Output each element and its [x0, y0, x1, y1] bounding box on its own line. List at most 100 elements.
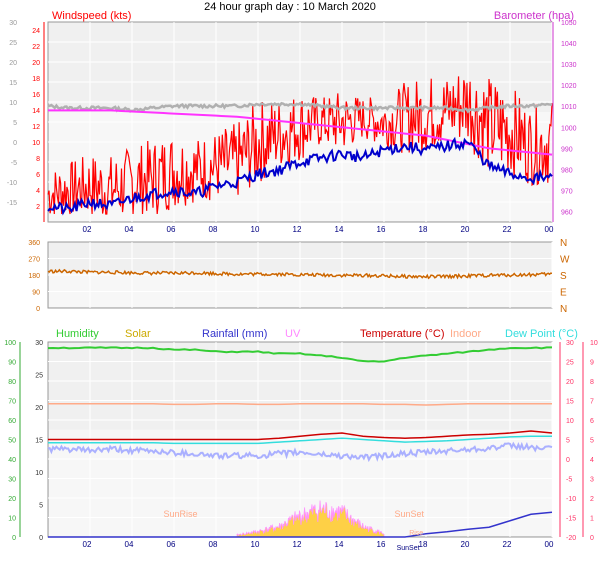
- left-tick-label: 30: [35, 340, 43, 347]
- x-tick-label: 18: [419, 540, 428, 549]
- wind-tick-label: 16: [32, 92, 40, 99]
- uv-tick-label: 2: [590, 496, 594, 503]
- gray-tick-label: -10: [7, 180, 17, 187]
- uv-tick-label: 5: [590, 438, 594, 445]
- baro-tick-label: 1050: [561, 20, 577, 27]
- x-tick-label: 04: [125, 225, 134, 234]
- x-tick-label: 20: [461, 225, 470, 234]
- uv-tick-label: 10: [590, 340, 598, 347]
- gray-tick-label: 0: [13, 140, 17, 147]
- x-tick-label: 08: [209, 540, 218, 549]
- temp-tick-label: -5: [566, 477, 572, 484]
- sunrise-label: SunRise: [164, 509, 198, 519]
- wind-tick-label: 14: [32, 108, 40, 115]
- wind-tick-label: 6: [36, 172, 40, 179]
- humidity-tick-label: 90: [8, 360, 16, 367]
- sunset-label-2: SunSet: [397, 545, 420, 552]
- gray-tick-label: -5: [11, 160, 17, 167]
- x-tick-label: 18: [419, 225, 428, 234]
- x-tick-label: 12: [293, 225, 302, 234]
- humidity-tick-label: 70: [8, 399, 16, 406]
- average-wind-line: [47, 136, 553, 216]
- legend-item: Temperature (°C): [360, 328, 444, 340]
- uv-tick-label: 6: [590, 418, 594, 425]
- legend-item: Humidity: [56, 328, 99, 340]
- compass-label: W: [560, 255, 570, 266]
- legend-item: Dew Point (°C): [505, 328, 578, 340]
- humidity-tick-label: 20: [8, 496, 16, 503]
- left-tick-label: 10: [35, 470, 43, 477]
- wind-tick-label: 18: [32, 76, 40, 83]
- wind-tick-label: 20: [32, 60, 40, 67]
- x-tick-label: 10: [251, 225, 260, 234]
- humidity-tick-label: 40: [8, 457, 16, 464]
- x-tick-label: 08: [209, 225, 218, 234]
- x-tick-label: 14: [335, 540, 344, 549]
- direction-tick-label: 180: [28, 273, 40, 280]
- left-tick-label: 0: [39, 535, 43, 542]
- chart-title: 24 hour graph day : 10 March 2020: [204, 1, 376, 13]
- x-tick-label: 06: [167, 225, 176, 234]
- temp-tick-label: -10: [566, 496, 576, 503]
- gray-tick-label: 30: [9, 20, 17, 27]
- x-tick-label: 20: [461, 540, 470, 549]
- x-tick-label: 00: [545, 540, 554, 549]
- baro-tick-label: 1000: [561, 125, 577, 132]
- baro-tick-label: 980: [561, 167, 573, 174]
- x-tick-label: 22: [503, 540, 512, 549]
- x-tick-label: 16: [377, 225, 386, 234]
- uv-tick-label: 3: [590, 477, 594, 484]
- compass-label: N: [560, 238, 567, 249]
- wind-tick-label: 22: [32, 44, 40, 51]
- humidity-tick-label: 0: [12, 535, 16, 542]
- x-tick-label: 10: [251, 540, 260, 549]
- uv-tick-label: 9: [590, 360, 594, 367]
- humidity-tick-label: 30: [8, 477, 16, 484]
- temp-tick-label: 30: [566, 340, 574, 347]
- gray-tick-label: 25: [9, 40, 17, 47]
- x-tick-label: 14: [335, 225, 344, 234]
- direction-tick-label: 0: [36, 306, 40, 313]
- legend-item: Solar: [125, 328, 151, 340]
- uv-tick-label: 8: [590, 379, 594, 386]
- gray-tick-label: 10: [9, 100, 17, 107]
- x-tick-label: 22: [503, 225, 512, 234]
- temp-tick-label: 0: [566, 457, 570, 464]
- baro-tick-label: 1030: [561, 62, 577, 69]
- wind-tick-label: 10: [32, 140, 40, 147]
- left-tick-label: 15: [35, 438, 43, 445]
- baro-tick-label: 960: [561, 209, 573, 216]
- left-tick-label: 20: [35, 405, 43, 412]
- x-tick-label: 02: [83, 540, 92, 549]
- windspeed-line: [47, 76, 553, 215]
- uv-tick-label: 4: [590, 457, 594, 464]
- rainfall-line: [48, 511, 553, 538]
- humidity-tick-label: 100: [4, 340, 16, 347]
- legend-item: UV: [285, 328, 301, 340]
- sunset-label: SunSet: [395, 509, 425, 519]
- temp-tick-label: 15: [566, 399, 574, 406]
- windspeed-axis-label: Windspeed (kts): [52, 10, 131, 22]
- wind-tick-label: 24: [32, 28, 40, 35]
- humidity-tick-label: 10: [8, 516, 16, 523]
- compass-label: N: [560, 304, 567, 315]
- gray-tick-label: 5: [13, 120, 17, 127]
- direction-tick-label: 360: [28, 240, 40, 247]
- x-tick-label: 06: [167, 540, 176, 549]
- left-tick-label: 25: [35, 373, 43, 380]
- compass-label: E: [560, 288, 567, 299]
- rise-label: Rise: [409, 530, 423, 537]
- direction-tick-label: 270: [28, 257, 40, 264]
- indoor-line: [48, 403, 552, 406]
- gray-tick-label: 15: [9, 80, 17, 87]
- uv-tick-label: 1: [590, 516, 594, 523]
- feels-like-line: [47, 441, 553, 463]
- direction-tick-label: 90: [32, 290, 40, 297]
- wind-tick-label: 2: [36, 204, 40, 211]
- temp-tick-label: 10: [566, 418, 574, 425]
- wind-tick-label: 4: [36, 188, 40, 195]
- gray-tick-label: -15: [7, 200, 17, 207]
- wind-tick-label: 8: [36, 156, 40, 163]
